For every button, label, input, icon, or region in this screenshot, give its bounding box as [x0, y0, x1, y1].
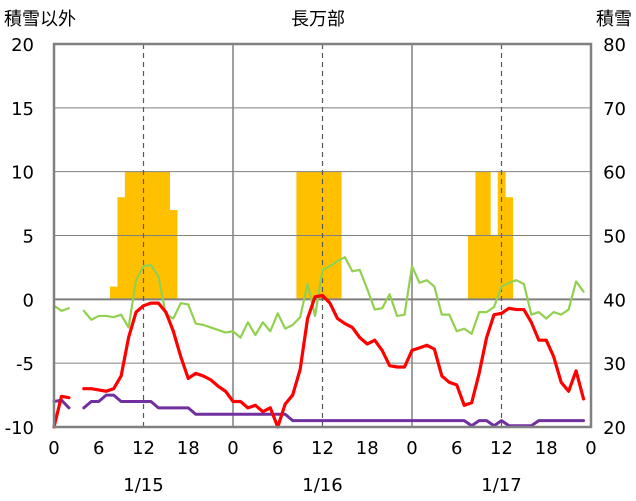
x-tick-label-12: 0 [585, 438, 596, 459]
snow-bar-1 [117, 197, 126, 300]
axis-labels: 積雪以外 長万部 積雪 -10-505101520203040506070800… [4, 9, 632, 496]
x-tick-label-8: 0 [406, 438, 417, 459]
gridlines [54, 44, 591, 427]
snow-bar-0 [109, 286, 118, 300]
x-tick-label-0: 0 [48, 438, 59, 459]
snow-bar-20 [505, 197, 514, 300]
y-left-tick-label-1: -5 [16, 354, 34, 375]
x-tick-label-10: 12 [490, 438, 513, 459]
snow-bar-18 [490, 235, 499, 300]
snow-bar-15 [467, 235, 476, 300]
date-label-1: 1/16 [302, 475, 342, 496]
x-tick-label-7: 18 [356, 438, 379, 459]
date-label-0: 1/15 [123, 475, 163, 496]
series-lines [52, 256, 586, 429]
y-right-axis-label: 積雪 [596, 9, 632, 30]
chart-title: 長万部 [291, 9, 345, 30]
x-tick-label-1: 6 [93, 438, 104, 459]
plot-border [52, 42, 593, 429]
y-right-tick-label-5: 70 [603, 99, 626, 120]
y-left-axis-label: 積雪以外 [4, 9, 76, 30]
x-tick-label-3: 18 [177, 438, 200, 459]
plot-frame [52, 42, 593, 429]
y-right-tick-label-3: 50 [603, 227, 626, 248]
snow-bar-8 [169, 209, 178, 300]
y-left-tick-label-6: 20 [11, 35, 34, 56]
red-line-segment-0 [52, 394, 71, 429]
date-label-2: 1/17 [481, 475, 521, 496]
x-tick-label-9: 6 [451, 438, 462, 459]
y-right-tick-label-6: 80 [603, 35, 626, 56]
x-tick-label-6: 12 [311, 438, 334, 459]
x-tick-label-11: 18 [535, 438, 558, 459]
y-right-tick-label-4: 60 [603, 163, 626, 184]
y-left-tick-label-5: 15 [11, 99, 34, 120]
y-left-tick-label-4: 10 [11, 163, 34, 184]
y-left-tick-label-0: -10 [5, 418, 34, 439]
y-right-tick-label-1: 30 [603, 354, 626, 375]
purple-line-segment-1 [82, 393, 586, 428]
y-right-tick-label-2: 40 [603, 290, 626, 311]
y-left-tick-label-3: 5 [23, 227, 34, 248]
y-right-tick-label-0: 20 [603, 418, 626, 439]
x-tick-label-4: 0 [227, 438, 238, 459]
y-left-tick-label-2: 0 [23, 290, 34, 311]
x-tick-label-2: 12 [132, 438, 155, 459]
x-tick-label-5: 6 [272, 438, 283, 459]
green-line-segment-0 [52, 304, 71, 312]
red-line-segment-1 [82, 293, 586, 429]
